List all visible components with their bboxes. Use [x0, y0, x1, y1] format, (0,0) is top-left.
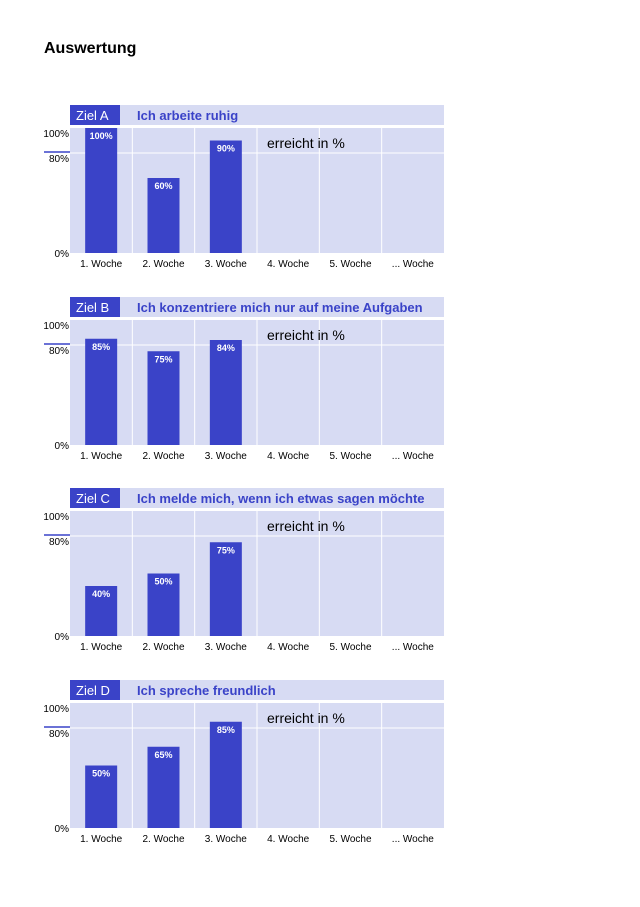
y-tick-label: 80%: [49, 537, 69, 548]
bar: [147, 178, 180, 253]
chart-ziel-c-svg: Ziel C Ich melde mich, wenn ich etwas sag…: [43, 488, 444, 653]
bar: [147, 573, 180, 636]
bar-value-label: 84%: [217, 343, 235, 353]
y-tick-label: 80%: [49, 346, 69, 357]
x-category-label: ... Woche: [392, 642, 434, 653]
x-category-label: 2. Woche: [142, 642, 184, 653]
chart-ziel-c: Ziel C Ich melde mich, wenn ich etwas sag…: [43, 487, 454, 659]
x-category-label: 1. Woche: [80, 259, 122, 270]
bar-value-label: 100%: [90, 131, 113, 141]
x-category-label: 4. Woche: [267, 259, 309, 270]
x-category-label: ... Woche: [392, 834, 434, 845]
x-category-label: 3. Woche: [205, 451, 247, 462]
chart-title: Ich konzentriere mich nur auf meine Aufg…: [137, 300, 423, 315]
bar-value-label: 60%: [154, 181, 172, 191]
goal-label-box: [70, 488, 120, 508]
chart-ziel-d-svg: Ziel D Ich spreche freundlich 100% 80% 0% err…: [43, 680, 444, 845]
x-category-label: 4. Woche: [267, 451, 309, 462]
goal-label-box: [70, 105, 120, 125]
x-category-label: 5. Woche: [329, 642, 371, 653]
bar-value-label: 50%: [92, 769, 110, 779]
y-tick-label: 100%: [43, 321, 69, 332]
x-category-label: 1. Woche: [80, 451, 122, 462]
bar-value-label: 40%: [92, 589, 110, 599]
bar: [209, 340, 242, 445]
bar-value-label: 90%: [217, 144, 235, 154]
bar: [85, 128, 118, 253]
bar-value-label: 85%: [217, 725, 235, 735]
x-category-label: ... Woche: [392, 259, 434, 270]
chart-header-band: [70, 297, 444, 317]
x-category-label: 4. Woche: [267, 834, 309, 845]
x-category-label: 2. Woche: [142, 259, 184, 270]
bar: [85, 586, 118, 636]
bar: [209, 721, 242, 828]
x-category-label: 2. Woche: [142, 834, 184, 845]
y-tick-label: 80%: [49, 154, 69, 165]
bar-value-label: 50%: [154, 577, 172, 587]
y-tick-label: 0%: [55, 249, 70, 260]
chart-ziel-b: Ziel B Ich konzentriere mich nur auf mein…: [43, 296, 454, 468]
chart-annotation: erreicht in %: [267, 710, 345, 726]
y-tick-label: 100%: [43, 704, 69, 715]
x-category-label: 5. Woche: [329, 259, 371, 270]
chart-ziel-a-svg: Ziel A Ich arbeite ruhig 100% 80% 0% erreicht…: [43, 105, 444, 270]
bar-value-label: 75%: [154, 354, 172, 364]
bar-value-label: 65%: [154, 750, 172, 760]
page-title: Auswertung: [44, 40, 137, 57]
bar: [147, 351, 180, 445]
bar: [209, 140, 242, 253]
goal-label: Ziel A: [76, 108, 109, 123]
x-category-label: 5. Woche: [329, 834, 371, 845]
bar: [85, 765, 118, 828]
chart-annotation: erreicht in %: [267, 327, 345, 343]
goal-label-box: [70, 297, 120, 317]
chart-header-band: [70, 105, 444, 125]
bar: [85, 338, 118, 445]
bar-value-label: 75%: [217, 545, 235, 555]
goal-label-box: [70, 680, 120, 700]
y-tick-label: 0%: [55, 824, 70, 835]
x-category-label: 3. Woche: [205, 834, 247, 845]
x-category-label: ... Woche: [392, 451, 434, 462]
x-category-label: 1. Woche: [80, 642, 122, 653]
bar: [209, 542, 242, 636]
chart-title: Ich arbeite ruhig: [137, 108, 238, 123]
bar: [147, 746, 180, 828]
y-tick-label: 0%: [55, 632, 70, 643]
goal-label: Ziel B: [76, 300, 109, 315]
x-category-label: 4. Woche: [267, 642, 309, 653]
x-category-label: 3. Woche: [205, 642, 247, 653]
x-category-label: 2. Woche: [142, 451, 184, 462]
x-category-label: 3. Woche: [205, 259, 247, 270]
chart-header-band: [70, 680, 444, 700]
y-tick-label: 80%: [49, 729, 69, 740]
y-tick-label: 0%: [55, 441, 70, 452]
goal-label: Ziel C: [76, 491, 110, 506]
x-category-label: 1. Woche: [80, 834, 122, 845]
chart-header-band: [70, 488, 444, 508]
x-category-label: 5. Woche: [329, 451, 371, 462]
bar-value-label: 85%: [92, 342, 110, 352]
y-tick-label: 100%: [43, 129, 69, 140]
chart-annotation: erreicht in %: [267, 135, 345, 151]
goal-label: Ziel D: [76, 683, 110, 698]
chart-title: Ich spreche freundlich: [137, 683, 276, 698]
chart-ziel-a: Ziel A Ich arbeite ruhig 100% 80% 0% erreicht…: [43, 104, 454, 276]
y-tick-label: 100%: [43, 512, 69, 523]
chart-ziel-d: Ziel D Ich spreche freundlich 100% 80% 0% err…: [43, 679, 454, 851]
chart-title: Ich melde mich, wenn ich etwas sagen möc…: [137, 491, 425, 506]
chart-annotation: erreicht in %: [267, 518, 345, 534]
chart-ziel-b-svg: Ziel B Ich konzentriere mich nur auf mein…: [43, 297, 444, 462]
